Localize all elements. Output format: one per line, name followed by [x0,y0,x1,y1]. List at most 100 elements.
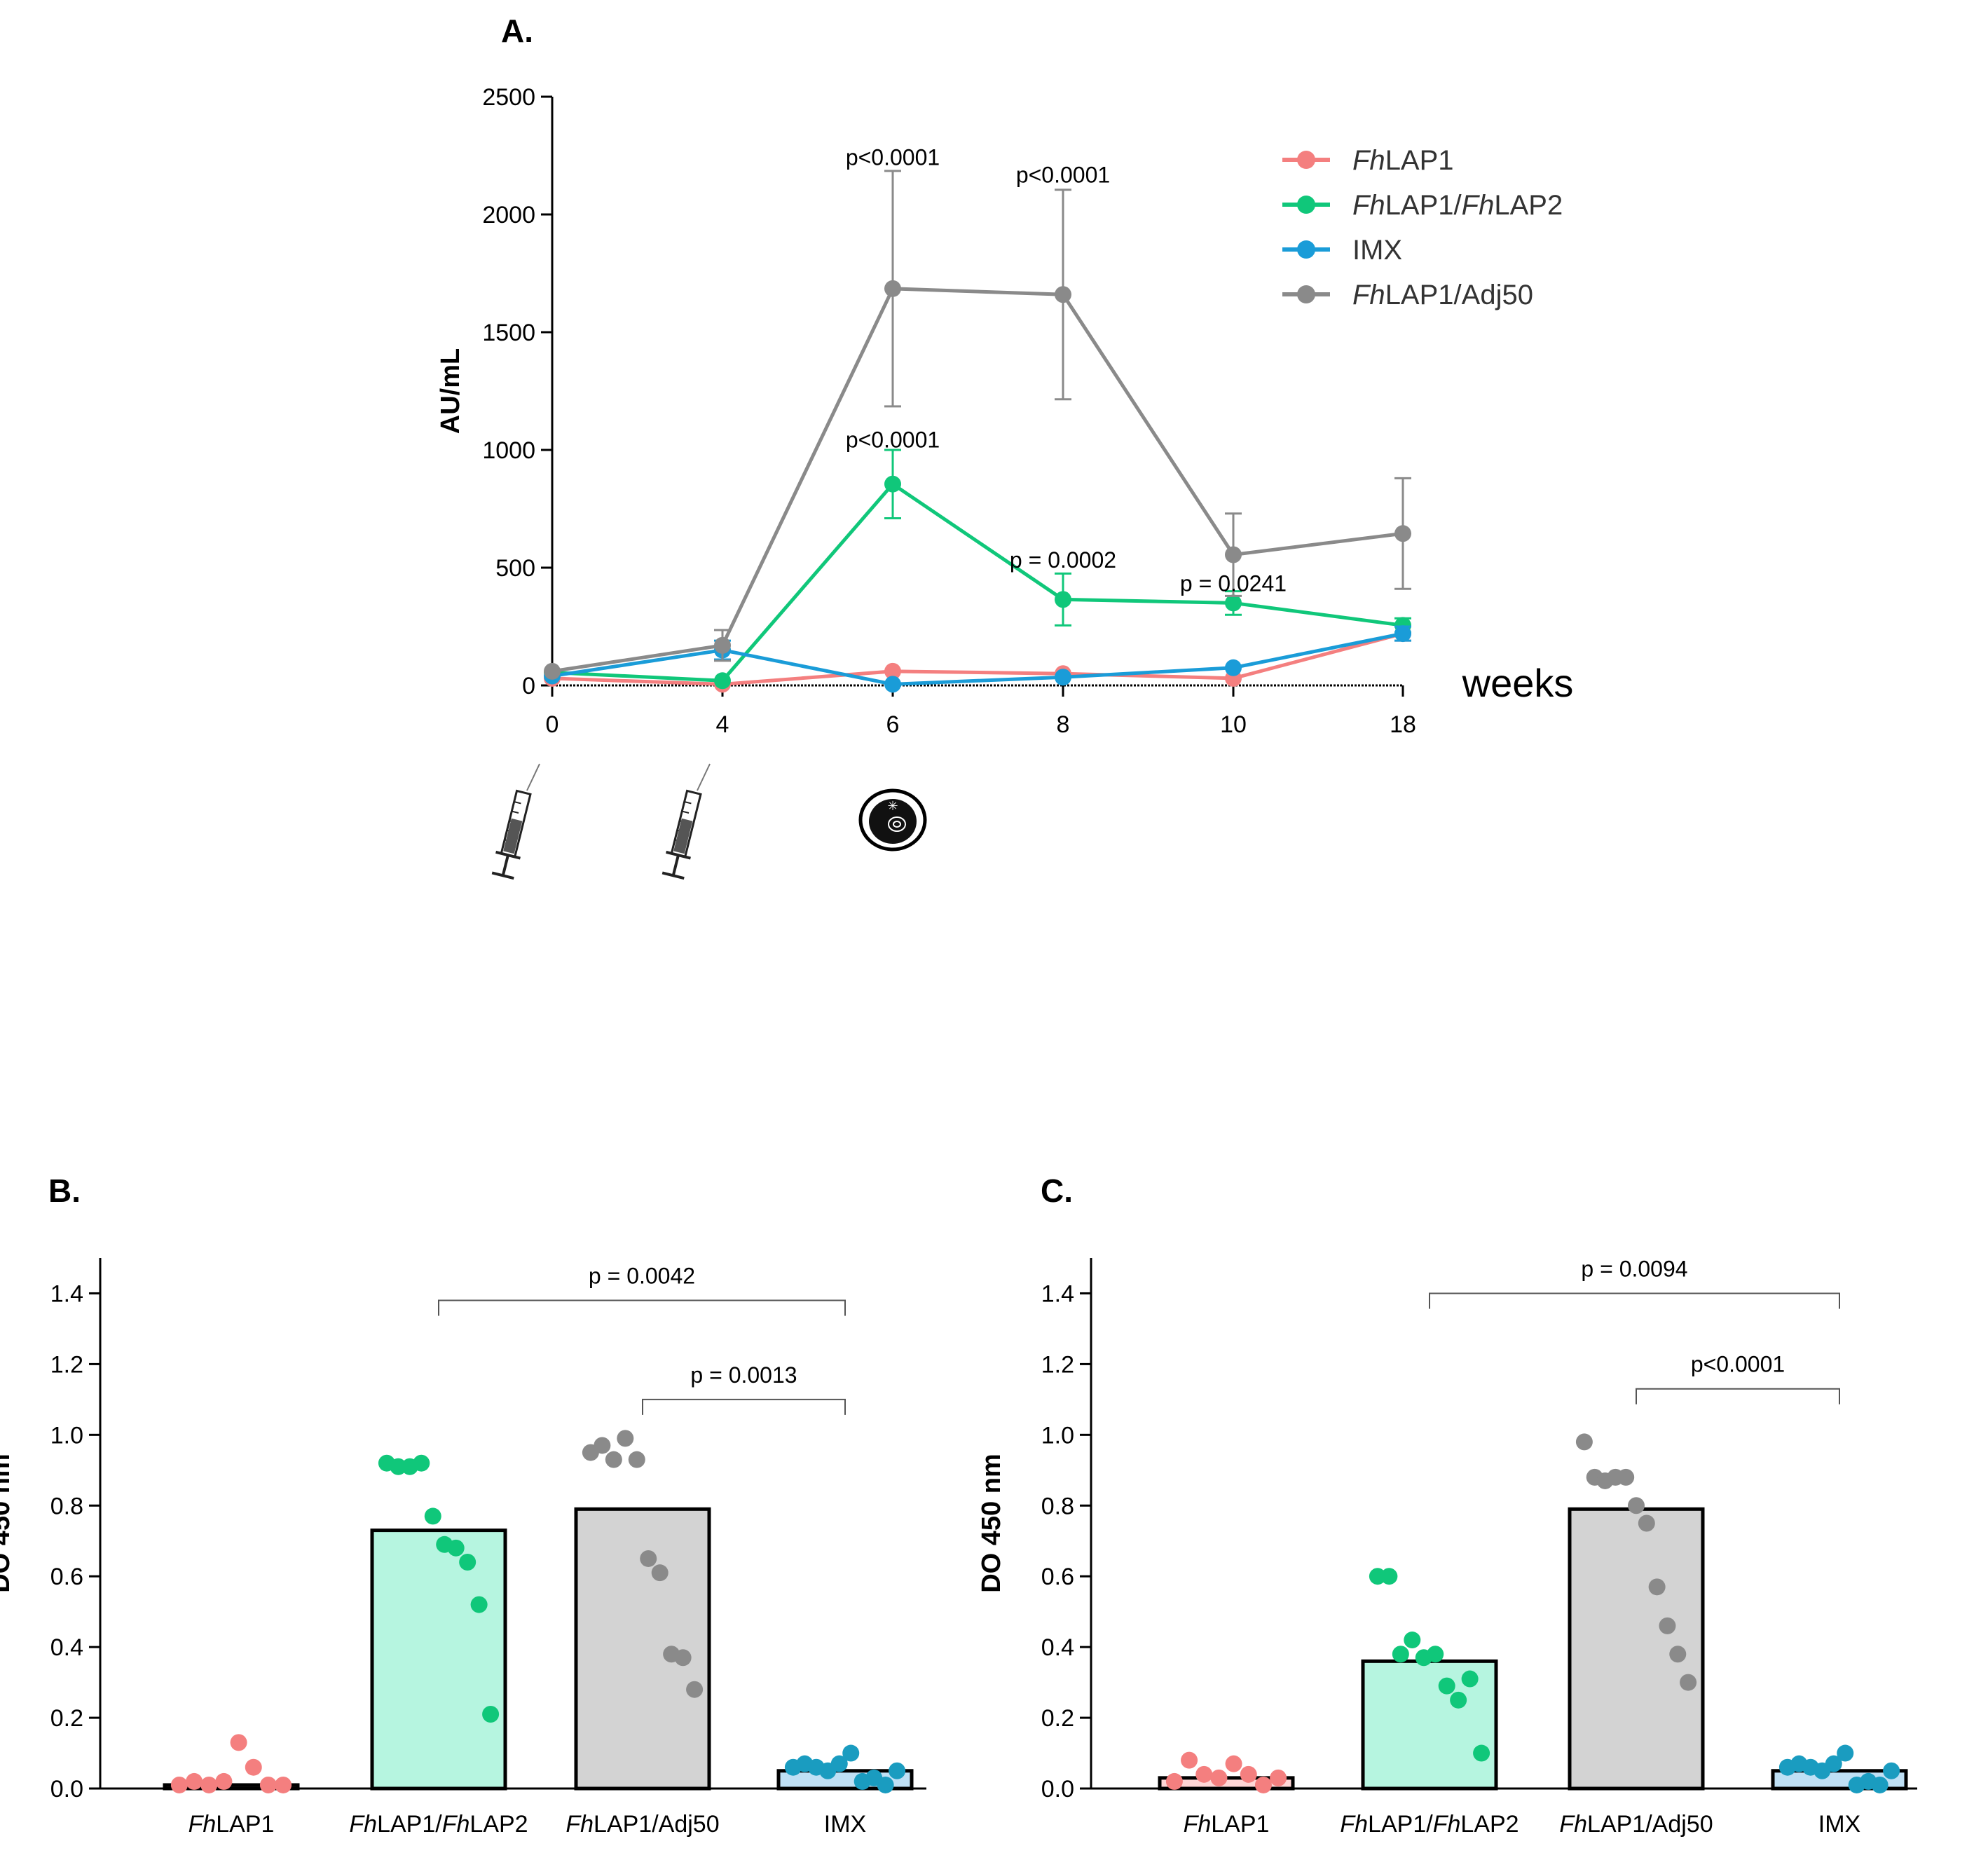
data-point [1181,1751,1198,1769]
data-point [1394,525,1411,542]
legend-label-part: Fh [1352,190,1385,221]
data-point [1680,1674,1697,1691]
y-tick-label: 1.2 [50,1351,83,1378]
syringe-plunger [671,854,680,876]
egg-mark: ✳ [887,799,898,814]
data-point [1669,1646,1687,1663]
data-point [447,1539,465,1557]
y-tick-label: 0.0 [1041,1776,1074,1803]
data-point [1648,1578,1666,1596]
data-point [686,1681,704,1698]
panel-a-line-chart: A. 0 500 1000 1500 2000 2500 AU/mL 0 4 6 8 10 18 weeks… [436,13,1573,880]
data-point [1659,1617,1676,1634]
y-axis-title: AU/mL [436,348,465,434]
panel-label-b: B. [48,1172,81,1209]
data-point [877,1776,894,1793]
data-point [1394,625,1411,643]
p-value-annotation: p<0.0001 [1691,1352,1785,1377]
syringe-graduation [684,801,692,805]
x-tick-label: 0 [546,711,559,738]
category-label-part: Fh [1433,1811,1461,1838]
data-point [275,1776,292,1793]
y-tick-label: 0 [522,673,535,699]
category-label: FhLAP1 [1184,1811,1270,1838]
y-tick-label: 1.0 [50,1422,83,1449]
p-value-annotation: p = 0.0094 [1581,1256,1687,1281]
data-point [884,662,901,680]
data-point [1254,1776,1272,1793]
data-point [1575,1433,1593,1451]
data-point [1195,1765,1213,1783]
y-tick-label: 0.6 [1041,1564,1074,1590]
p-value-annotation: p<0.0001 [1016,163,1110,188]
syringe-plunger [501,854,509,876]
x-tick-label: 10 [1220,711,1247,738]
data-point [842,1744,860,1762]
category-label-part: Fh [442,1811,470,1838]
p-value-annotation: p = 0.0042 [589,1264,695,1289]
data-point [1427,1646,1444,1663]
significance-bracket [1636,1388,1840,1404]
y-tick-label: 0.2 [1041,1705,1074,1732]
category-label: FhLAP1/Adj50 [565,1811,719,1838]
category-label-part: Fh [188,1811,217,1838]
category-label-part: IMX [1818,1811,1860,1838]
legend-label-part: IMX [1352,235,1402,266]
series-line [551,631,1404,686]
panel-b-bar-chart: B.0.00.20.40.60.81.01.21.4DO 450 nmFhLAP… [0,1172,926,1838]
series-line [551,631,1404,686]
parasite-egg-icon: ✳ [858,788,927,852]
data-point [1165,1772,1183,1790]
x-tick-label: 4 [716,711,729,738]
syringe-body [661,789,702,880]
data-point [1883,1762,1900,1779]
data-point [1225,659,1242,676]
significance-bracket [642,1398,846,1415]
data-point [215,1772,233,1790]
y-tick-label: 1.2 [1041,1351,1074,1378]
legend-label: FhLAP1/FhLAP2 [1352,190,1563,221]
syringe-needle [697,763,711,791]
category-label-part: LAP1 [1211,1811,1269,1838]
panel-label-c: C. [1041,1172,1073,1209]
y-tick-label: 0.6 [50,1564,83,1590]
y-tick-label: 0.4 [50,1634,83,1661]
panel-c-bar-chart: C.0.00.20.40.60.81.01.21.4DO 450 nmFhLAP… [977,1172,1917,1838]
category-label: FhLAP1/Adj50 [1559,1811,1713,1838]
category-label-part: IMX [824,1811,866,1838]
syringe-fluid [503,818,523,854]
data-point [605,1451,622,1468]
y-tick-label: 0.2 [50,1705,83,1732]
data-point [544,662,561,680]
data-point [1617,1468,1635,1486]
syringe-graduation [512,810,519,814]
data-point [413,1454,430,1472]
legend-label-part: Fh [1352,145,1385,176]
p-value-annotation: p = 0.0002 [1010,547,1116,573]
legend-label-part: Fh [1352,280,1385,310]
legend-label: IMX [1352,235,1402,266]
bar [574,1507,711,1791]
data-point [594,1437,611,1454]
category-label-part: Fh [1184,1811,1212,1838]
legend-label-part: Fh [1462,190,1495,221]
series-line [551,481,1404,683]
p-value-annotation: p<0.0001 [846,144,940,170]
p-value-annotation: p<0.0001 [846,428,940,453]
data-point [1638,1514,1655,1532]
data-point [617,1430,634,1447]
data-point [1392,1646,1409,1663]
category-label: FhLAP1 [188,1811,275,1838]
syringe-body [491,789,532,880]
data-point [1225,546,1242,563]
panel-label-a: A. [501,13,533,49]
data-point [459,1554,477,1571]
egg-inner [869,799,917,844]
x-tick-label: 18 [1390,711,1416,738]
y-axis-title: DO 450 nm [977,1454,1006,1593]
category-label-part: LAP2 [1460,1811,1519,1838]
syringe-graduation [514,801,521,805]
p-value-annotation: p = 0.0013 [690,1362,797,1388]
category-label-part: LAP2 [469,1811,528,1838]
